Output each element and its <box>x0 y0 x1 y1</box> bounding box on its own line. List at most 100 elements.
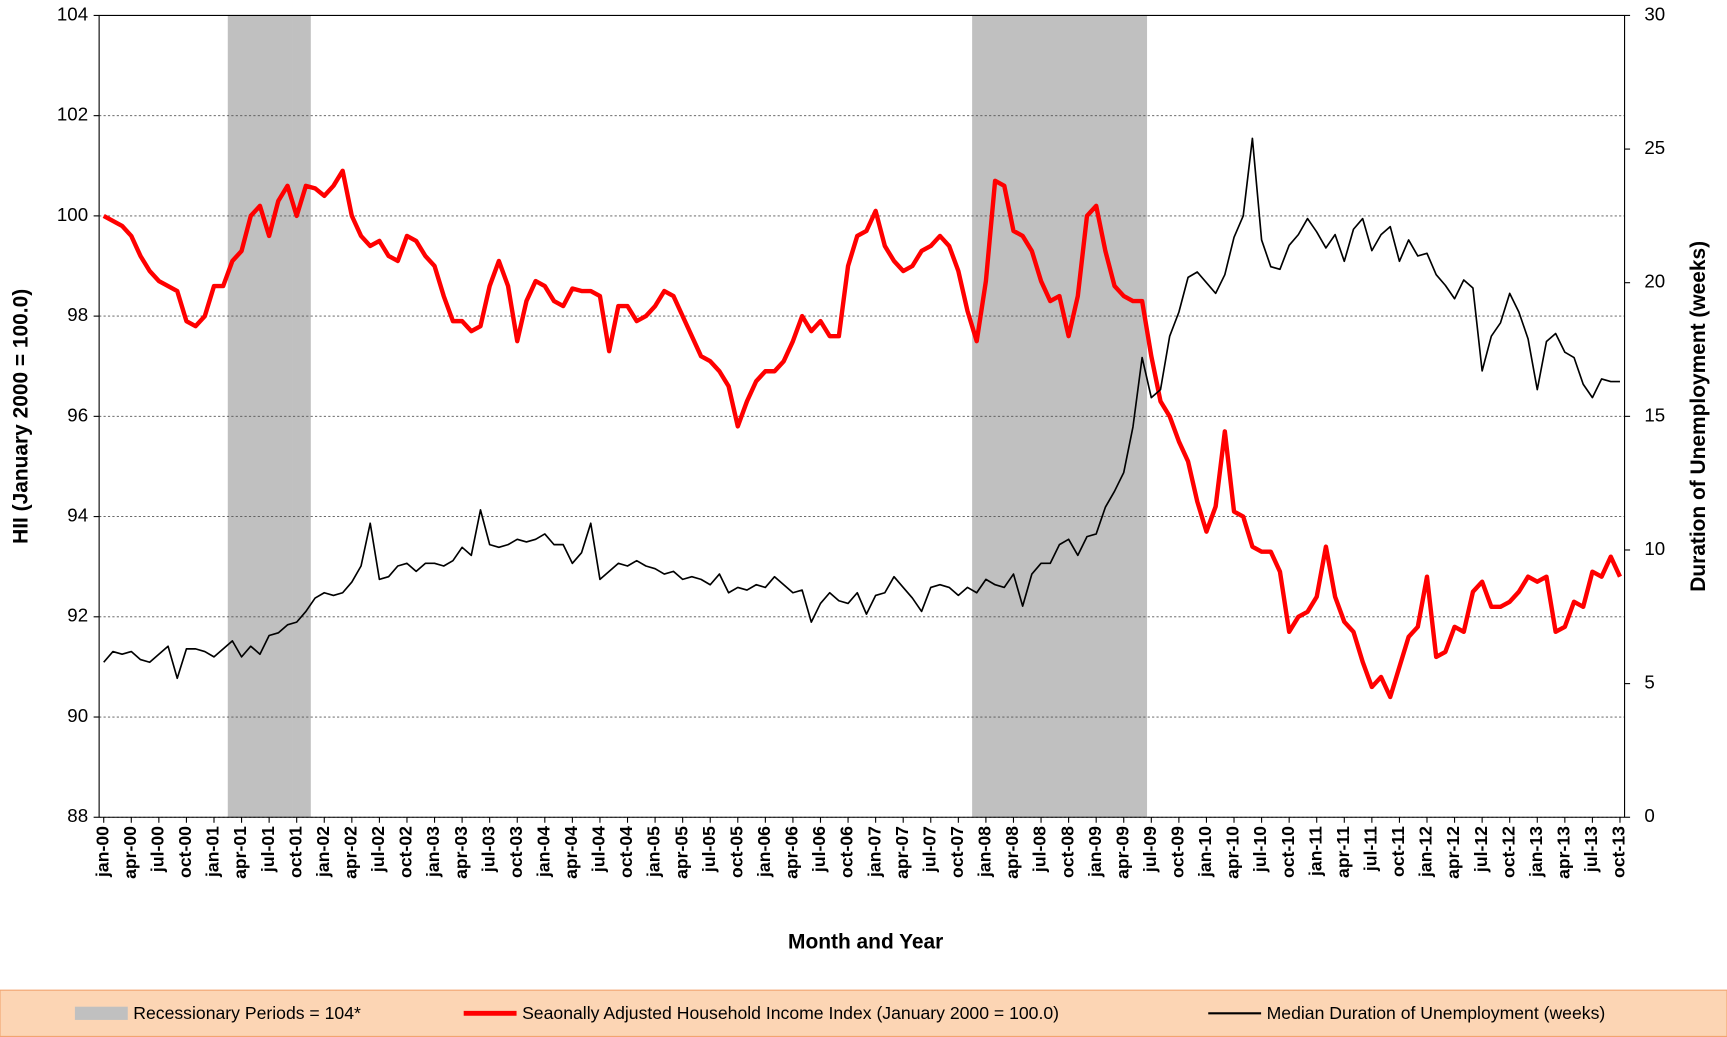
x-tick-label: oct-09 <box>1168 826 1188 878</box>
y2-tick-label: 20 <box>1644 271 1665 292</box>
x-tick-label: apr-03 <box>451 826 471 879</box>
x-tick-label: jan-03 <box>423 826 443 878</box>
recession-bar <box>1128 15 1138 818</box>
x-tick-label: jul-10 <box>1250 826 1270 873</box>
x-tick-label: apr-08 <box>1002 826 1022 879</box>
y2-tick-label: 25 <box>1644 137 1665 158</box>
y-tick-label: 104 <box>57 3 88 24</box>
x-tick-label: jul-01 <box>258 826 278 873</box>
x-tick-label: jul-04 <box>589 826 609 873</box>
x-tick-label: jan-13 <box>1526 826 1546 878</box>
legend-background <box>0 989 1727 1037</box>
recession-bar <box>255 15 265 818</box>
x-tick-label: apr-07 <box>892 826 912 879</box>
x-tick-label: jan-08 <box>975 826 995 878</box>
x-tick-label: oct-12 <box>1498 826 1518 878</box>
x-tick-label: oct-03 <box>506 826 526 878</box>
x-axis-title: Month and Year <box>788 930 943 953</box>
x-tick-label: oct-10 <box>1278 826 1298 878</box>
recession-bar <box>301 15 311 818</box>
grid-layer <box>99 14 1625 818</box>
x-tick-label: jul-05 <box>699 826 719 873</box>
y2-tick-label: 5 <box>1644 672 1654 693</box>
y-tick-label: 88 <box>67 805 88 826</box>
legend-label: Recessionary Periods = 104* <box>133 1003 361 1023</box>
x-tick-label: jan-12 <box>1416 826 1436 878</box>
recession-layer <box>227 15 1148 818</box>
x-tick-label: jul-00 <box>148 826 168 873</box>
x-tick-label: oct-07 <box>947 826 967 878</box>
legend-label: Median Duration of Unemployment (weeks) <box>1267 1003 1606 1023</box>
x-tick-label: jan-10 <box>1195 826 1215 878</box>
recession-bar <box>1008 15 1019 818</box>
recession-bar <box>1036 15 1046 818</box>
x-tick-label: jan-04 <box>533 826 553 878</box>
y2-tick-label: 0 <box>1644 805 1654 826</box>
x-tick-label: jan-00 <box>92 826 112 878</box>
data-line <box>102 168 1622 700</box>
x-tick-label: apr-02 <box>340 826 360 879</box>
x-tick-label: jan-02 <box>313 826 333 878</box>
x-tick-label: jul-03 <box>478 826 498 873</box>
x-tick-label: apr-09 <box>1112 826 1132 879</box>
x-tick-label: jul-11 <box>1361 826 1381 872</box>
legend-label: Seaonally Adjusted Household Income Inde… <box>522 1003 1059 1023</box>
y2-tick-label: 10 <box>1644 538 1665 559</box>
y-tick-label: 98 <box>67 304 88 325</box>
y2-tick-label: 30 <box>1644 3 1665 24</box>
recession-bar <box>1119 15 1129 818</box>
y-tick-label: 94 <box>67 505 88 526</box>
data-line <box>103 137 1620 680</box>
x-tick-label: apr-13 <box>1553 826 1573 879</box>
x-tick-label: apr-04 <box>561 826 581 879</box>
x-tick-label: jan-01 <box>203 826 223 878</box>
x-tick-label: jan-07 <box>864 826 884 878</box>
x-tick-label: oct-02 <box>396 826 416 878</box>
x-tick-label: oct-06 <box>837 826 857 878</box>
y-axis-title: HII (January 2000 = 100.0) <box>10 289 33 544</box>
recession-bar <box>264 15 275 818</box>
y-tick-label: 92 <box>67 605 88 626</box>
recession-bar <box>1027 15 1037 818</box>
y-tick-label: 102 <box>57 104 88 125</box>
y-tick-label: 96 <box>67 404 88 425</box>
x-tick-label: oct-05 <box>726 826 746 878</box>
recession-bar <box>273 15 284 818</box>
line-layer <box>102 137 1622 700</box>
x-tick-label: jan-09 <box>1085 826 1105 878</box>
x-tick-label: oct-04 <box>616 826 636 878</box>
x-tick-label: jul-08 <box>1030 826 1050 873</box>
y-tick-label: 100 <box>57 204 88 225</box>
x-tick-label: jul-02 <box>368 826 388 873</box>
recession-bar <box>282 15 293 818</box>
x-tick-label: jul-07 <box>919 826 939 873</box>
recession-bar <box>1109 15 1120 818</box>
y2-axis-title: Duration of Unemployment (weeks) <box>1687 241 1710 592</box>
recession-bar <box>1018 15 1028 818</box>
x-tick-label: apr-06 <box>782 826 802 879</box>
recession-bar <box>1137 15 1148 818</box>
x-tick-label: jul-09 <box>1140 826 1160 873</box>
x-tick-label: apr-05 <box>671 826 691 879</box>
legend-swatch <box>74 1006 128 1020</box>
x-tick-label: jul-13 <box>1581 826 1601 873</box>
x-tick-label: oct-00 <box>175 826 195 878</box>
x-tick-label: oct-01 <box>285 826 305 878</box>
x-tick-label: apr-01 <box>230 826 250 879</box>
recession-bar <box>1045 15 1056 818</box>
x-tick-label: apr-11 <box>1333 826 1353 878</box>
x-tick-label: oct-11 <box>1388 826 1408 877</box>
x-tick-label: apr-12 <box>1443 826 1463 879</box>
x-tick-label: oct-08 <box>1057 826 1077 878</box>
x-tick-label: jul-12 <box>1471 826 1491 873</box>
y-tick-label: 90 <box>67 705 88 726</box>
x-tick-label: jan-06 <box>754 826 774 878</box>
x-tick-label: jan-05 <box>644 826 664 878</box>
y2-tick-label: 15 <box>1644 404 1665 425</box>
x-tick-label: jan-11 <box>1305 826 1325 877</box>
x-tick-label: apr-10 <box>1223 826 1243 879</box>
x-tick-label: jul-06 <box>809 826 829 873</box>
x-tick-label: oct-13 <box>1609 826 1629 878</box>
